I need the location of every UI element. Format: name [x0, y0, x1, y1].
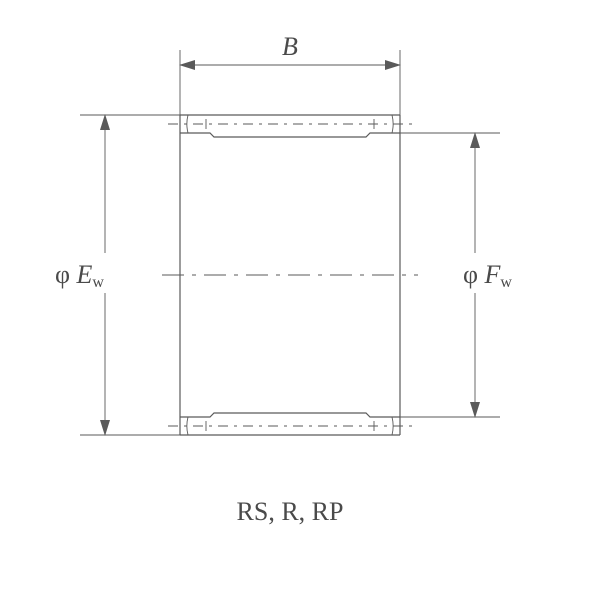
width-label: B — [282, 32, 298, 61]
series-label: RS, R, RP — [237, 497, 344, 526]
bearing-cross-section-diagram: Bφ Ewφ FwRS, R, RP — [0, 0, 600, 600]
